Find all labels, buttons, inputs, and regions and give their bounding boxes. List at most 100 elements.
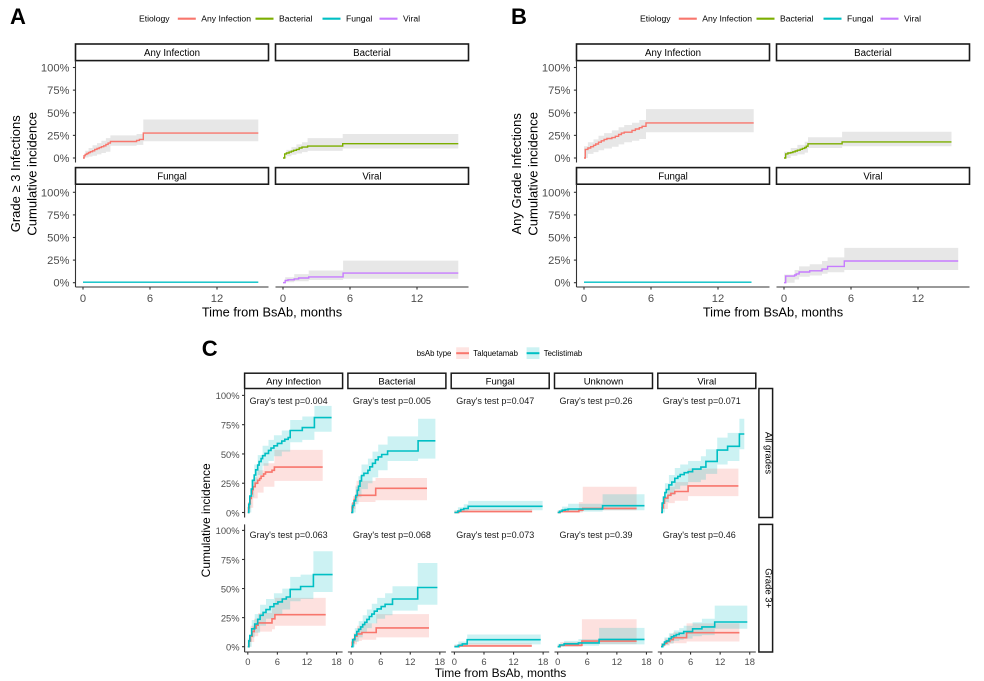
svg-text:100%: 100% [41,187,70,199]
svg-text:25%: 25% [47,130,69,142]
svg-text:18: 18 [538,656,548,667]
svg-text:Gray's test p=0.068: Gray's test p=0.068 [353,530,431,540]
svg-text:6: 6 [648,293,654,305]
svg-text:0: 0 [581,293,587,305]
svg-text:All grades: All grades [763,432,774,474]
svg-text:100%: 100% [216,390,240,401]
svg-text:0%: 0% [226,642,240,653]
svg-text:0%: 0% [554,153,570,165]
svg-text:Gray's test p=0.073: Gray's test p=0.073 [456,530,534,540]
svg-text:100%: 100% [41,63,70,75]
svg-text:6: 6 [848,293,854,305]
svg-text:75%: 75% [548,210,570,222]
svg-text:Gray's test p=0.071: Gray's test p=0.071 [663,396,741,406]
svg-text:Gray's test p=0.005: Gray's test p=0.005 [353,396,431,406]
svg-text:Viral: Viral [697,376,716,387]
svg-text:Any Infection: Any Infection [201,14,251,24]
svg-text:Any Infection: Any Infection [266,376,321,387]
svg-text:Fungal: Fungal [346,14,372,24]
svg-text:6: 6 [347,293,353,305]
svg-text:Bacterial: Bacterial [378,376,415,387]
svg-text:75%: 75% [221,554,240,565]
svg-text:Time from BsAb, months: Time from BsAb, months [202,305,342,320]
svg-text:Gray's test p=0.46: Gray's test p=0.46 [663,530,736,540]
svg-text:25%: 25% [548,130,570,142]
svg-text:50%: 50% [548,233,570,245]
svg-text:Unknown: Unknown [584,376,624,387]
svg-text:6: 6 [481,656,486,667]
svg-text:100%: 100% [542,63,571,75]
svg-text:0%: 0% [53,278,69,290]
svg-text:12: 12 [211,293,223,305]
svg-text:0%: 0% [554,278,570,290]
svg-text:0: 0 [452,656,457,667]
svg-text:Gray's test p=0.063: Gray's test p=0.063 [250,530,328,540]
svg-text:0: 0 [245,656,250,667]
svg-text:Viral: Viral [362,172,381,183]
svg-text:Bacterial: Bacterial [353,48,391,59]
svg-text:Any Infection: Any Infection [645,48,701,59]
svg-text:Teclistimab: Teclistimab [544,349,583,358]
svg-text:Time from BsAb, months: Time from BsAb, months [703,305,843,320]
svg-text:75%: 75% [47,210,69,222]
svg-text:Viral: Viral [863,172,882,183]
svg-text:12: 12 [302,656,312,667]
svg-text:Grade ≥ 3 Infections: Grade ≥ 3 Infections [8,115,23,232]
svg-text:C: C [202,336,218,361]
svg-text:Gray's test p=0.39: Gray's test p=0.39 [560,530,633,540]
svg-text:Cumulative incidence: Cumulative incidence [526,112,541,236]
svg-text:12: 12 [411,293,423,305]
svg-text:Gray's test p=0.26: Gray's test p=0.26 [560,396,633,406]
svg-text:25%: 25% [47,255,69,267]
svg-text:Fungal: Fungal [157,172,187,183]
svg-text:Cumulative incidence: Cumulative incidence [199,463,213,577]
svg-text:6: 6 [688,656,693,667]
svg-text:100%: 100% [542,187,571,199]
svg-text:25%: 25% [221,478,240,489]
svg-text:0: 0 [658,656,663,667]
svg-text:18: 18 [745,656,755,667]
svg-text:Grade 3+: Grade 3+ [763,568,774,608]
svg-text:50%: 50% [221,449,240,460]
svg-text:50%: 50% [47,108,69,120]
svg-text:Gray's test p=0.047: Gray's test p=0.047 [456,396,534,406]
svg-text:A: A [10,4,26,29]
svg-text:Bacterial: Bacterial [854,48,892,59]
svg-text:6: 6 [378,656,383,667]
svg-text:0: 0 [555,656,560,667]
svg-text:0%: 0% [226,507,240,518]
svg-text:0: 0 [280,293,286,305]
svg-text:Any Grade Infections: Any Grade Infections [509,113,524,235]
svg-text:18: 18 [435,656,445,667]
svg-text:50%: 50% [221,583,240,594]
svg-text:18: 18 [641,656,651,667]
svg-text:6: 6 [585,656,590,667]
svg-text:75%: 75% [47,85,69,97]
svg-text:Cumulative incidence: Cumulative incidence [25,112,40,236]
svg-text:Fungal: Fungal [486,376,515,387]
svg-text:12: 12 [405,656,415,667]
svg-text:12: 12 [715,656,725,667]
svg-text:Viral: Viral [904,14,921,24]
svg-text:Any Infection: Any Infection [702,14,752,24]
svg-text:Any Infection: Any Infection [144,48,200,59]
svg-text:Bacterial: Bacterial [279,14,313,24]
svg-text:Fungal: Fungal [658,172,688,183]
svg-text:12: 12 [508,656,518,667]
svg-text:12: 12 [612,656,622,667]
svg-text:bsAb type: bsAb type [417,349,452,358]
svg-text:0: 0 [80,293,86,305]
svg-text:6: 6 [275,656,280,667]
svg-text:Etiology: Etiology [139,14,170,24]
svg-text:0: 0 [348,656,353,667]
svg-text:Fungal: Fungal [847,14,873,24]
svg-text:75%: 75% [221,419,240,430]
svg-text:Viral: Viral [403,14,420,24]
svg-text:0%: 0% [53,153,69,165]
svg-text:6: 6 [147,293,153,305]
svg-text:Gray's test p=0.004: Gray's test p=0.004 [250,396,328,406]
svg-text:0: 0 [781,293,787,305]
svg-text:12: 12 [712,293,724,305]
svg-text:Talquetamab: Talquetamab [473,349,518,358]
svg-text:50%: 50% [47,233,69,245]
